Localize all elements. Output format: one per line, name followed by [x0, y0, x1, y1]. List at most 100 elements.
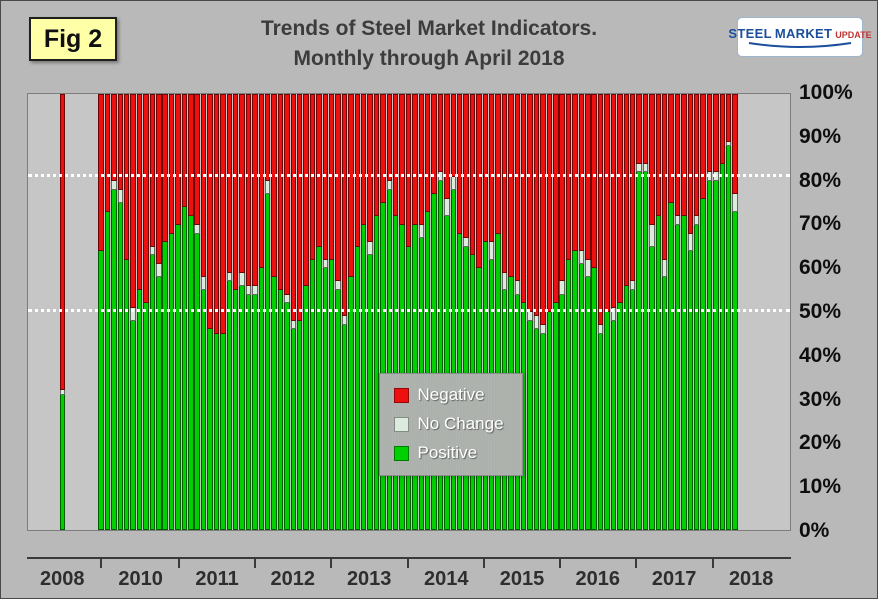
- reference-line-50pct: [28, 309, 790, 312]
- bar-segment-no-change: [713, 172, 719, 182]
- y-tick-label: 100%: [799, 81, 853, 104]
- reference-line-81pct: [28, 173, 790, 177]
- logo-update-text: UPDATE: [835, 29, 872, 40]
- bar-segment-no-change: [642, 163, 649, 173]
- bar-segment-negative: [284, 94, 290, 295]
- y-axis: 100% 90% 80% 70% 60% 50% 40% 30% 20% 10% 0%: [793, 81, 877, 542]
- bar-segment-positive: [540, 333, 546, 530]
- x-year-label-2014: 2014: [423, 568, 469, 590]
- bar-segment-negative: [418, 94, 425, 225]
- steel-market-update-logo: STEEL MARKET UPDATE: [728, 17, 872, 57]
- bar-segment-no-change: [597, 325, 604, 334]
- bar-2010-01-plus-37: [335, 94, 341, 530]
- bar-2010-01-plus-12: [175, 94, 181, 530]
- bar-2010-01-plus-41: [360, 94, 367, 530]
- bar-2010-01-plus-80: [610, 94, 617, 530]
- bar-segment-negative: [463, 94, 469, 238]
- bar-segment-negative: [437, 94, 444, 173]
- bar-segment-positive: [661, 277, 668, 530]
- bar-segment-positive: [706, 181, 713, 530]
- bar-segment-positive: [271, 277, 277, 530]
- bar-segment-negative: [104, 94, 111, 212]
- bar-segment-positive: [143, 303, 149, 530]
- bar-2010-01-plus-30: [290, 94, 296, 530]
- bar-segment-positive: [725, 146, 732, 530]
- bar-2010-01-plus-40: [354, 94, 360, 530]
- bar-segment-positive: [623, 285, 629, 530]
- bar-2010-01-plus-24: [252, 94, 258, 530]
- bar-2010-01-plus-15: [194, 94, 200, 530]
- bar-2008: [60, 94, 66, 530]
- bar-segment-negative: [713, 94, 719, 173]
- bar-segment-no-change: [533, 316, 540, 330]
- bar-segment-no-change: [335, 281, 341, 291]
- bar-segment-positive: [565, 259, 572, 530]
- bar-2010-01-plus-90: [674, 94, 681, 530]
- bar-segment-negative: [508, 94, 514, 278]
- y-tick-label: 70%: [799, 212, 842, 236]
- bar-segment-negative: [335, 94, 341, 282]
- x-axis-tick: [253, 559, 256, 568]
- bar-segment-no-change: [130, 307, 136, 321]
- bar-segment-negative: [156, 94, 162, 265]
- bar-segment-negative: [405, 94, 412, 247]
- x-axis-tick: [558, 559, 561, 568]
- y-tick-label: 0%: [799, 519, 830, 542]
- bar-2010-01-plus-44: [380, 94, 386, 530]
- logo-text: STEEL MARKET UPDATE: [728, 26, 871, 41]
- bar-segment-positive: [117, 203, 124, 530]
- bar-2010-01-plus-31: [296, 94, 303, 530]
- bar-segment-positive: [284, 303, 290, 530]
- bar-segment-negative: [98, 94, 104, 251]
- bar-segment-positive: [572, 250, 578, 530]
- chart-title: Trends of Steel Market Indicators. Month…: [131, 14, 727, 75]
- bar-segment-negative: [450, 94, 457, 177]
- bar-2010-01-plus-45: [386, 94, 393, 530]
- bar-segment-no-change: [450, 176, 457, 190]
- bar-2010-01-plus-16: [200, 94, 207, 530]
- bar-2010-01-plus-74: [572, 94, 578, 530]
- bar-segment-negative: [124, 94, 130, 260]
- bar-2010-01-plus-5: [130, 94, 136, 530]
- bar-segment-positive: [591, 268, 597, 530]
- bar-segment-positive: [553, 303, 559, 530]
- bar-segment-positive: [60, 394, 66, 530]
- bar-segment-negative: [162, 94, 168, 243]
- bar-segment-positive: [175, 224, 181, 530]
- bar-segment-negative: [213, 94, 220, 334]
- bar-segment-negative: [585, 94, 591, 260]
- bar-2010-01-plus-21: [232, 94, 239, 530]
- bar-2010-01-plus-73: [565, 94, 572, 530]
- bar-segment-no-change: [732, 194, 738, 212]
- bar-segment-negative: [687, 94, 693, 234]
- bar-segment-positive: [450, 189, 457, 530]
- legend-item-negative: Negative: [393, 385, 504, 405]
- bar-segment-positive: [124, 259, 130, 530]
- bar-2010-01-plus-39: [348, 94, 354, 530]
- bar-segment-negative: [130, 94, 136, 308]
- bar-segment-negative: [706, 94, 713, 173]
- bar-2010-01-plus-22: [239, 94, 245, 530]
- bar-segment-negative: [578, 94, 585, 251]
- bar-2010-01-plus-89: [668, 94, 674, 530]
- bar-segment-negative: [700, 94, 706, 199]
- bar-segment-negative: [354, 94, 360, 247]
- bar-segment-no-change: [636, 163, 642, 173]
- bar-segment-positive: [322, 268, 328, 530]
- bar-segment-negative: [239, 94, 245, 273]
- bar-segment-positive: [111, 189, 117, 530]
- bar-2010-01-plus-26: [264, 94, 271, 530]
- bar-2010-01-plus-3: [117, 94, 124, 530]
- bar-segment-negative: [277, 94, 284, 291]
- x-axis: 2008 2010 2011 2012 2013 2014 2015 2016 2017 2018: [27, 557, 791, 598]
- bar-segment-negative: [597, 94, 604, 326]
- bar-2010-01-plus-70: [546, 94, 553, 530]
- bar-segment-negative: [540, 94, 546, 326]
- bar-segment-positive: [194, 233, 200, 530]
- bar-segment-positive: [348, 277, 354, 530]
- legend-swatch-positive: [393, 445, 409, 461]
- bar-segment-positive: [258, 268, 264, 530]
- x-year-label-2012: 2012: [270, 568, 316, 590]
- bar-segment-positive: [687, 250, 693, 530]
